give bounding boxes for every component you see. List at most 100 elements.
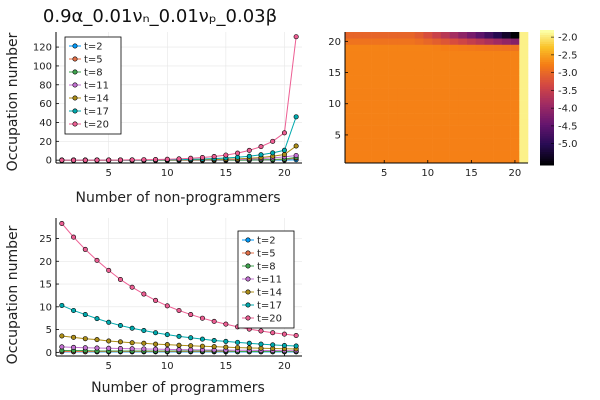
heatmap-cell [371, 44, 381, 52]
data-point [106, 338, 112, 344]
heatmap-cell [353, 50, 363, 58]
heatmap-cell [467, 131, 477, 139]
colorbar-tick-label: -4.5 [558, 121, 578, 132]
heatmap-cell [449, 38, 459, 45]
heatmap-cell [406, 125, 416, 133]
heatmap-cell [406, 81, 416, 89]
heatmap-cell [519, 100, 529, 108]
heatmap-cell [423, 131, 433, 139]
heatmap-cell [345, 81, 355, 89]
heatmap-cell [432, 56, 442, 64]
hm-x-tick-label: 20 [509, 168, 522, 179]
heatmap-cell [458, 125, 468, 133]
heatmap-cell [353, 106, 363, 114]
heatmap-cell [475, 44, 485, 52]
heatmap-cell [397, 88, 407, 95]
y-tick-label: 60 [39, 99, 52, 110]
heatmap-cell [493, 63, 503, 70]
heatmap-cell [414, 100, 424, 108]
heatmap-cell [397, 32, 407, 39]
heatmap-cell [449, 88, 459, 95]
data-point [141, 340, 147, 346]
y-tick-label: 40 [39, 118, 52, 129]
heatmap-cell [510, 88, 520, 95]
heatmap-cell [493, 119, 503, 126]
heatmap-cell [440, 106, 450, 114]
heatmap-cell [501, 113, 511, 120]
heatmap-cell [501, 150, 511, 158]
heatmap-cell [371, 131, 381, 139]
heatmap-cell [510, 125, 520, 133]
heatmap-cell [388, 44, 398, 52]
data-point [188, 343, 194, 349]
heatmap-cell [345, 44, 355, 52]
y-tick-label: 10 [39, 302, 52, 313]
legend-marker [72, 56, 78, 62]
heatmap-cell [449, 69, 459, 76]
colorbar-segment [540, 30, 554, 33]
heatmap-cell [467, 75, 477, 83]
colorbar-tick-label: -3.5 [558, 86, 578, 97]
hm-x-tick-label: 5 [381, 168, 387, 179]
data-point [117, 339, 123, 345]
heatmap-cell [388, 106, 398, 114]
heatmap-cell [467, 56, 477, 64]
heatmap-cell [432, 32, 442, 39]
heatmap-cell [414, 138, 424, 145]
data-point [129, 340, 135, 346]
colorbar-segment [540, 147, 554, 150]
heatmap-cell [475, 81, 485, 89]
heatmap-cell [493, 100, 503, 108]
heatmap-cell [475, 56, 485, 64]
heatmap-cell [362, 144, 372, 151]
heatmap-cell [519, 63, 529, 70]
data-point [176, 347, 182, 353]
colorbar-segment [540, 120, 554, 123]
heatmap-cell [345, 131, 355, 139]
heatmap-cell [501, 75, 511, 83]
data-point [94, 157, 100, 163]
heatmap-cell [501, 156, 511, 164]
heatmap-cell [432, 100, 442, 108]
colorbar-tick-label: -2.5 [558, 50, 578, 61]
heatmap-cell [406, 50, 416, 58]
colorbar-tick-label: -4.0 [558, 104, 578, 115]
colorbar-segment [540, 81, 554, 85]
heatmap-cell [345, 50, 355, 58]
heatmap-cell [345, 32, 355, 39]
data-point [235, 345, 241, 351]
data-point [223, 321, 229, 327]
heatmap-cell [379, 44, 389, 52]
heatmap-cell [371, 100, 381, 108]
colorbar-segment [540, 57, 554, 60]
heatmap-cell [493, 88, 503, 95]
heatmap-cell [353, 100, 363, 108]
heatmap-cell [449, 113, 459, 120]
data-point [258, 144, 264, 150]
heatmap-cell [484, 100, 494, 108]
x-tick-label: 5 [106, 168, 112, 179]
heatmap-cell [510, 38, 520, 45]
data-point [82, 312, 88, 318]
colorbar-segment [540, 36, 554, 40]
heatmap-cell [510, 113, 520, 120]
heatmap-cell [397, 125, 407, 133]
heatmap-cell [458, 32, 468, 39]
heatmap-cell [519, 88, 529, 95]
data-point [176, 333, 182, 339]
heatmap-cell [423, 144, 433, 151]
heatmap-cell [440, 38, 450, 45]
data-point [106, 267, 112, 273]
heatmap-cell [458, 94, 468, 101]
heatmap-cell [362, 38, 372, 45]
heatmap-cell [432, 88, 442, 95]
heatmap-cell [493, 38, 503, 45]
heatmap-cell [519, 32, 529, 39]
heatmap-cell [362, 75, 372, 83]
heatmap-cell [379, 119, 389, 126]
heatmap-cell [353, 113, 363, 120]
heatmap-cell [371, 106, 381, 114]
heatmap-cell [449, 106, 459, 114]
heatmap-cell [388, 38, 398, 45]
heatmap-cell [423, 44, 433, 52]
